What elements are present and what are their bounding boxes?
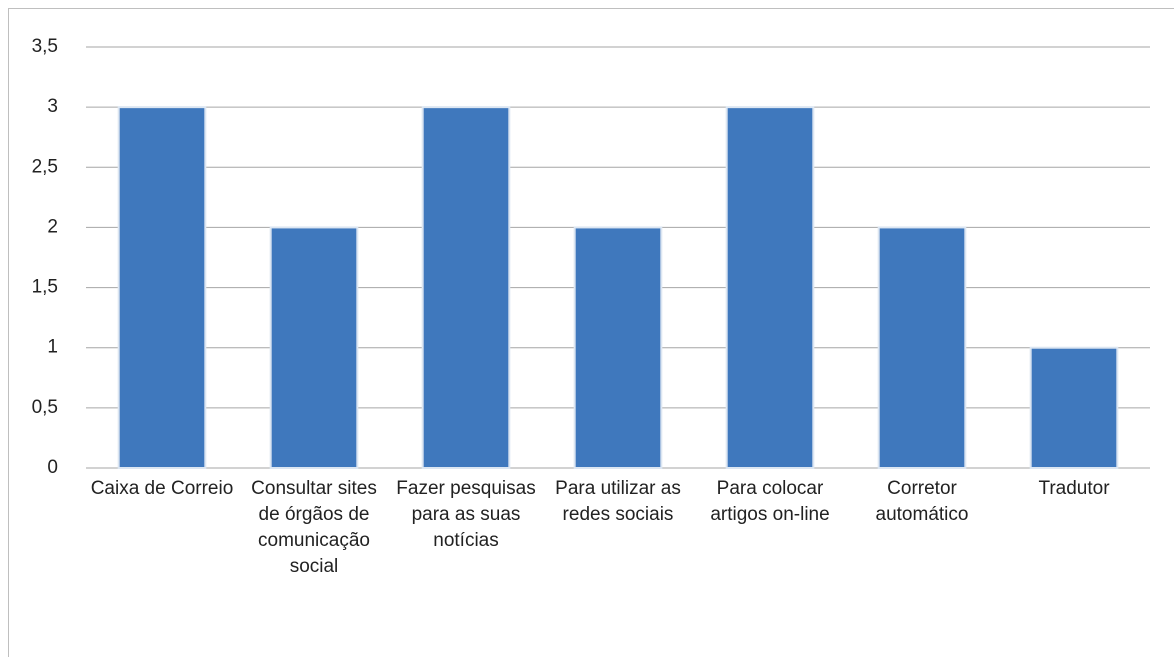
y-tick-label: 0 (47, 457, 58, 478)
x-tick-label: Para colocar artigos on-line (710, 478, 830, 525)
y-tick-label: 0,5 (32, 397, 58, 418)
x-tick-label: Para utilizar as redes sociais (555, 478, 681, 525)
bar (573, 226, 663, 469)
bar (725, 106, 815, 470)
bar (877, 226, 967, 469)
bar (421, 106, 511, 470)
y-tick-label: 3,5 (32, 36, 58, 57)
y-tick-label: 3 (47, 96, 58, 117)
x-tick-label: Fazer pesquisas para as suas notícias (396, 478, 536, 551)
x-tick-label: Caixa de Correio (90, 478, 234, 499)
y-tick-label: 2,5 (32, 156, 58, 177)
bar (269, 226, 359, 469)
y-tick-label: 1 (47, 337, 58, 358)
x-tick-label: Corretor automático (875, 478, 969, 525)
x-tick-label: Tradutor (1038, 478, 1110, 499)
x-tick-label: Consultar sites de órgãos de comunicação… (251, 478, 377, 577)
chart-frame (8, 8, 1174, 657)
bar (1029, 346, 1119, 470)
bar (117, 106, 207, 470)
y-tick-label: 2 (47, 216, 58, 237)
y-tick-label: 1,5 (32, 277, 58, 298)
